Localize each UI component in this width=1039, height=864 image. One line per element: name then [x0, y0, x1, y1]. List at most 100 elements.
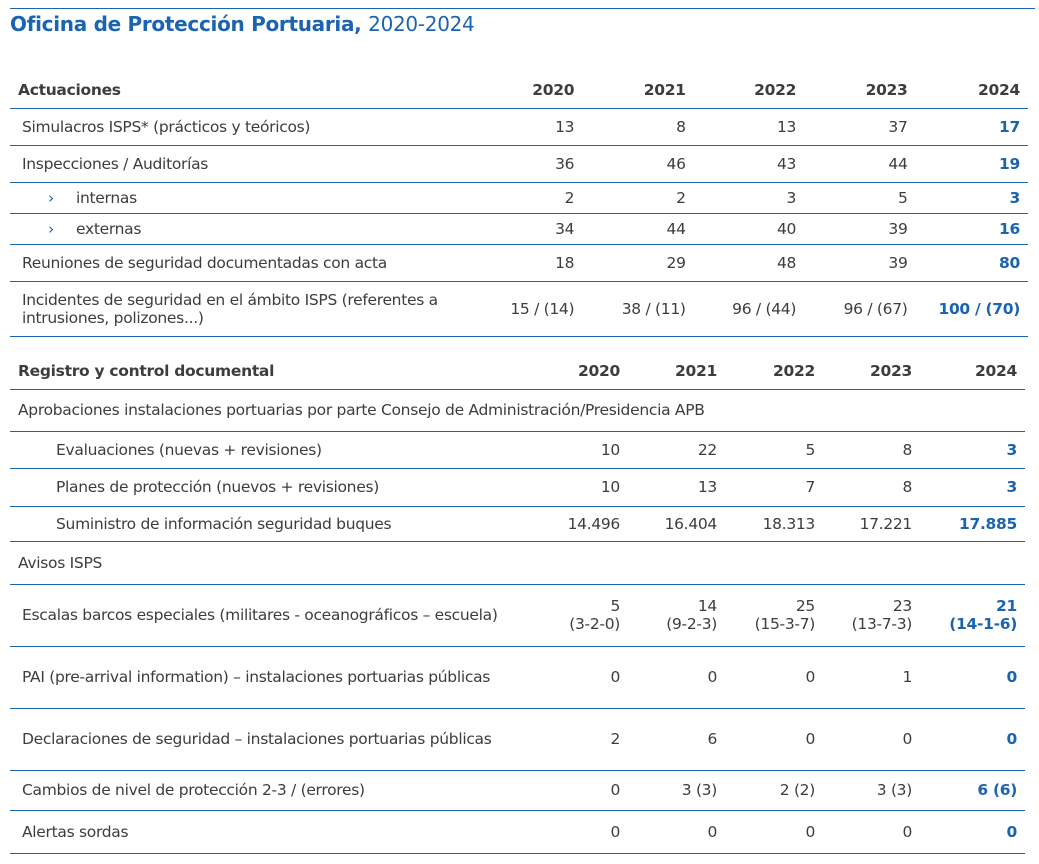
- row-label-text: internas: [76, 188, 137, 207]
- value-2024: 19: [915, 145, 1028, 183]
- header-year: 2023: [804, 72, 916, 109]
- value-2024: 80: [915, 244, 1028, 282]
- table-header: Registro y control documental 2020 2021 202…: [10, 354, 1025, 390]
- header-year: 2024: [915, 72, 1028, 109]
- value-cell: 18: [471, 244, 583, 282]
- value-cell: 3 (3): [823, 770, 920, 811]
- header-year: 2022: [725, 354, 823, 390]
- value-cell: 2: [530, 708, 628, 771]
- table-row: PAI (pre-arrival information) – instalac…: [10, 646, 1025, 709]
- table-row: Alertas sordas 0 0 0 0 0: [10, 810, 1025, 854]
- value-cell: 38 / (11): [582, 281, 694, 337]
- value-cell: 2 (2): [725, 770, 823, 811]
- value-cell: 6: [628, 708, 725, 771]
- value-2024: 3: [920, 468, 1025, 507]
- value-cell: 1: [823, 646, 920, 709]
- value-cell: 8: [582, 108, 694, 146]
- page-title: Oficina de Protección Portuaria, 2020-20…: [10, 12, 475, 36]
- top-rule: [10, 8, 1035, 9]
- table-row: Incidentes de seguridad en el ámbito ISP…: [10, 281, 1028, 337]
- title-years: 2020-2024: [368, 12, 475, 36]
- value-cell: 10: [530, 431, 628, 469]
- value-cell: 40: [693, 213, 805, 245]
- row-label: Suministro de información seguridad buqu…: [10, 506, 530, 542]
- row-label-text: externas: [76, 219, 142, 238]
- row-label-text: Evaluaciones (nuevas + revisiones): [56, 440, 322, 459]
- value-cell: 3 (3): [628, 770, 725, 811]
- value-2024: 100 / (70): [915, 281, 1028, 337]
- value-cell: 23 (13-7-3): [823, 584, 920, 647]
- chevron-right-icon: ›: [48, 188, 54, 207]
- value-cell: 37: [804, 108, 916, 146]
- table-header: Actuaciones 2020 2021 2022 2023 2024: [10, 72, 1028, 109]
- header-year: 2021: [582, 72, 694, 109]
- row-label-text: Reuniones de seguridad documentadas con …: [22, 253, 387, 272]
- table-row: Suministro de información seguridad buqu…: [10, 506, 1025, 542]
- value-cell: 48: [693, 244, 805, 282]
- header-label: Actuaciones: [10, 72, 472, 109]
- value-cell: 8: [823, 431, 920, 469]
- row-label: Declaraciones de seguridad – instalacion…: [10, 708, 530, 771]
- row-label-text: Simulacros ISPS* (prácticos y teóricos): [22, 117, 311, 136]
- value-cell: 43: [693, 145, 805, 183]
- value-cell: 14.496: [530, 506, 628, 542]
- value-cell: 46: [582, 145, 694, 183]
- row-label: Inspecciones / Auditorías: [10, 145, 472, 183]
- value-cell: 44: [582, 213, 694, 245]
- table-row: Aprobaciones instalaciones portuarias po…: [10, 389, 1025, 432]
- value-cell: 39: [804, 213, 916, 245]
- value-cell: 13: [628, 468, 725, 507]
- value-cell: 34: [471, 213, 583, 245]
- registro-table: Registro y control documental 2020 2021 202…: [10, 354, 1025, 854]
- value-2024: 16: [915, 213, 1028, 245]
- row-label: Avisos ISPS: [10, 541, 1025, 585]
- value-cell: 0: [823, 810, 920, 854]
- value-cell: 13: [471, 108, 583, 146]
- value-2024: 6 (6): [920, 770, 1025, 811]
- row-label: Incidentes de seguridad en el ámbito ISP…: [10, 281, 472, 337]
- value-cell: 0: [628, 810, 725, 854]
- value-cell: 36: [471, 145, 583, 183]
- header-year: 2020: [471, 72, 583, 109]
- header-year: 2021: [628, 354, 725, 390]
- chevron-right-icon: ›: [48, 219, 54, 238]
- value-2024: 21 (14-1-6): [920, 584, 1025, 647]
- table-row: › externas 34 44 40 39 16: [10, 213, 1028, 245]
- value-cell: 18.313: [725, 506, 823, 542]
- header-year: 2022: [693, 72, 805, 109]
- value-cell: 0: [628, 646, 725, 709]
- row-label-text: Planes de protección (nuevos + revisione…: [56, 478, 379, 496]
- value-cell: 2: [582, 182, 694, 214]
- value-cell: 0: [530, 810, 628, 854]
- value-cell: 0: [530, 770, 628, 811]
- table-row: Inspecciones / Auditorías 36 46 43 44 19: [10, 145, 1028, 183]
- table-row: Reuniones de seguridad documentadas con …: [10, 244, 1028, 282]
- row-label: Aprobaciones instalaciones portuarias po…: [10, 389, 1025, 432]
- table-row: Escalas barcos especiales (militares - o…: [10, 584, 1025, 647]
- row-label-text: Alertas sordas: [22, 822, 129, 841]
- value-cell: 25 (15-3-7): [725, 584, 823, 647]
- header-label: Registro y control documental: [10, 354, 530, 390]
- value-cell: 39: [804, 244, 916, 282]
- value-cell: 14 (9-2-3): [628, 584, 725, 647]
- actuaciones-table: Actuaciones 2020 2021 2022 2023 2024 Simulacr…: [10, 72, 1028, 337]
- value-cell: 0: [725, 646, 823, 709]
- row-label: › internas: [10, 182, 472, 214]
- row-label-text: Incidentes de seguridad en el ámbito ISP…: [22, 290, 438, 327]
- row-label: Alertas sordas: [10, 810, 530, 854]
- header-year: 2024: [920, 354, 1025, 390]
- row-label: Reuniones de seguridad documentadas con …: [10, 244, 472, 282]
- value-2024: 17: [915, 108, 1028, 146]
- value-cell: 10: [530, 468, 628, 507]
- row-label-text: Avisos ISPS: [18, 553, 103, 572]
- row-label-text: Suministro de información seguridad buqu…: [56, 514, 392, 533]
- table-row: › internas 2 2 3 5 3: [10, 182, 1028, 214]
- value-2024: 3: [915, 182, 1028, 214]
- row-label-text: Declaraciones de seguridad – instalacion…: [22, 730, 492, 748]
- row-label: Evaluaciones (nuevas + revisiones): [10, 431, 530, 469]
- value-cell: 0: [725, 708, 823, 771]
- value-cell: 17.221: [823, 506, 920, 542]
- table-row: Simulacros ISPS* (prácticos y teóricos) 1…: [10, 108, 1028, 146]
- row-label-text: Cambios de nivel de protección 2-3 / (er…: [22, 781, 365, 799]
- row-label-text: Inspecciones / Auditorías: [22, 154, 209, 173]
